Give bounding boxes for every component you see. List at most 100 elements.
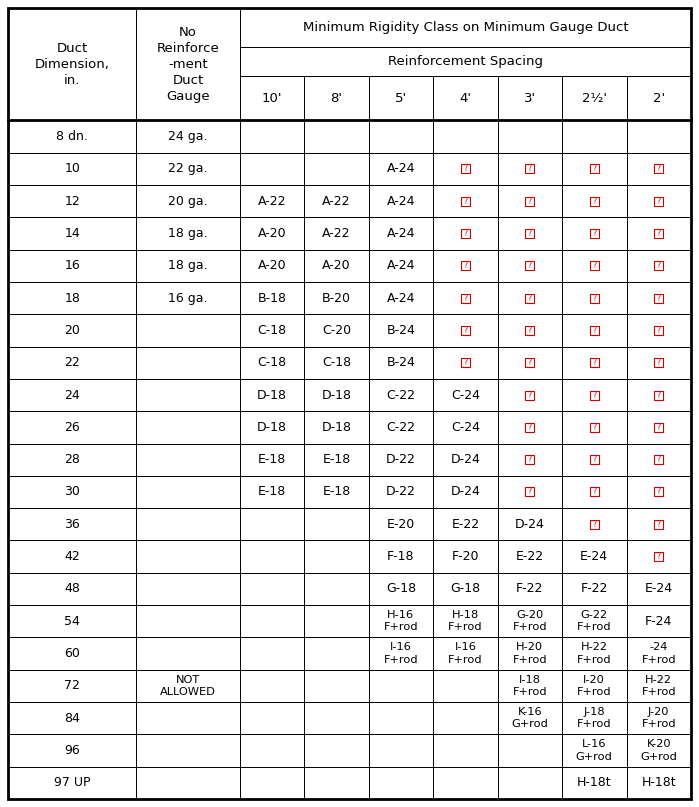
Text: ?: ? [463,261,468,270]
Bar [590,391,599,399]
Bar [368,767,433,799]
Text: D-22: D-22 [386,454,416,466]
Bar [433,120,498,153]
Text: ?: ? [657,326,661,335]
Text: ?: ? [657,423,661,432]
Bar [136,185,240,217]
Bar [654,423,663,432]
Bar [368,185,433,217]
Text: D-18: D-18 [322,420,352,434]
Bar [498,605,562,638]
Bar [626,217,691,249]
Bar [136,378,240,412]
Bar [562,185,626,217]
Bar [498,249,562,282]
Bar [433,573,498,605]
Bar [626,378,691,412]
Text: ?: ? [592,326,596,335]
Bar [526,391,534,399]
Bar [136,767,240,799]
Bar [498,412,562,444]
Bar [240,638,304,670]
Bar [304,185,368,217]
Text: A-20: A-20 [258,227,287,240]
Text: ?: ? [657,391,661,399]
Bar [526,165,534,174]
Bar [368,314,433,346]
Bar [368,412,433,444]
Bar [461,229,470,238]
Text: C-18: C-18 [257,324,287,337]
Bar [304,734,368,767]
Bar [590,294,599,303]
Bar [433,508,498,541]
Text: 10: 10 [64,162,80,175]
Text: C-20: C-20 [322,324,351,337]
Text: I-16
F+rod: I-16 F+rod [384,642,418,665]
Bar [654,520,663,529]
Text: Duct
Dimension,
in.: Duct Dimension, in. [35,42,110,86]
Bar [654,261,663,270]
Text: 18 ga.: 18 ga. [168,227,208,240]
Text: 12: 12 [64,194,80,207]
Text: C-22: C-22 [387,388,415,402]
Bar [240,314,304,346]
Bar [136,249,240,282]
Bar [626,282,691,314]
Bar [136,541,240,573]
Text: H-16
F+rod: H-16 F+rod [384,610,418,633]
Bar [433,314,498,346]
Bar [590,165,599,174]
Bar [526,487,534,496]
Bar [590,423,599,432]
Text: I-20
F+rod: I-20 F+rod [577,675,612,697]
Bar [433,670,498,702]
Bar [654,165,663,174]
Bar [590,358,599,367]
Bar [654,391,663,399]
Bar [368,120,433,153]
Text: ?: ? [463,358,468,367]
Text: E-24: E-24 [644,583,673,596]
Bar [654,552,663,561]
Bar [626,153,691,185]
Bar [304,573,368,605]
Text: ?: ? [528,326,532,335]
Bar [562,670,626,702]
Text: G-18: G-18 [450,583,480,596]
Bar [304,217,368,249]
Bar [626,702,691,734]
Text: A-24: A-24 [387,162,415,175]
Bar [433,444,498,476]
Bar [8,153,136,185]
Text: ?: ? [592,391,596,399]
Bar [498,120,562,153]
Bar [304,476,368,508]
Text: ?: ? [657,487,661,496]
Bar [626,185,691,217]
Bar [590,261,599,270]
Text: B-24: B-24 [387,324,415,337]
Text: L-16
G+rod: L-16 G+rod [576,739,613,762]
Bar [562,702,626,734]
Bar [498,185,562,217]
Bar [498,476,562,508]
Bar [240,346,304,378]
Bar [304,412,368,444]
Text: A-22: A-22 [322,227,351,240]
Text: ?: ? [592,520,596,529]
Bar [304,378,368,412]
Bar [461,197,470,206]
Text: 72: 72 [64,679,80,692]
Text: E-18: E-18 [258,454,286,466]
Bar [626,508,691,541]
Text: ?: ? [657,358,661,367]
Text: ?: ? [528,165,532,174]
Bar [304,76,368,120]
Text: C-18: C-18 [257,356,287,370]
Text: 18 ga.: 18 ga. [168,259,208,272]
Text: E-22: E-22 [452,518,480,531]
Bar [562,638,626,670]
Text: ?: ? [592,197,596,206]
Bar [136,8,240,120]
